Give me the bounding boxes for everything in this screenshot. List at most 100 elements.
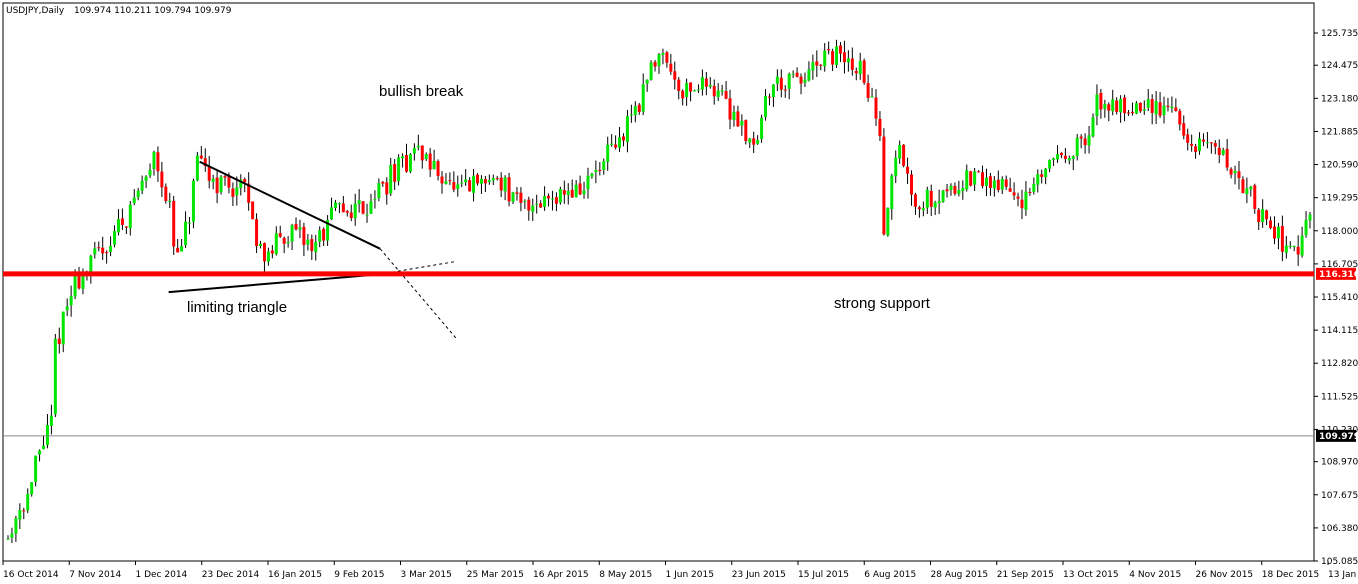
candle-bear — [902, 144, 906, 166]
triangle-upper-extension — [379, 248, 457, 339]
candle-bear — [483, 179, 487, 184]
candle-bear — [97, 247, 101, 249]
candle-bear — [996, 179, 1000, 191]
candle-bull — [1024, 191, 1028, 210]
candle-bull — [961, 187, 965, 192]
candle-bear — [929, 190, 933, 207]
candle-bear — [527, 199, 531, 211]
candle-bear — [164, 186, 168, 201]
candle-bear — [673, 71, 677, 80]
candle-bear — [1150, 99, 1154, 113]
candle-bear — [345, 210, 349, 213]
candle-bull — [594, 169, 598, 173]
candle-bull — [128, 204, 132, 229]
candle-bear — [752, 138, 756, 145]
candle-bear — [838, 45, 842, 54]
support-price-label: 116.316 — [1319, 270, 1358, 280]
candle-bear — [1004, 179, 1008, 187]
candle-bull — [195, 155, 199, 181]
x-tick-label: 7 Nov 2014 — [69, 570, 121, 580]
x-tick-label: 28 Aug 2015 — [931, 570, 989, 580]
candle-bull — [957, 190, 961, 195]
x-tick-label: 26 Nov 2015 — [1196, 570, 1254, 580]
candle-bull — [661, 53, 665, 56]
candle-bear — [393, 164, 397, 182]
candle-bull — [444, 181, 448, 184]
candle-bear — [795, 72, 799, 77]
candle-bear — [251, 201, 255, 220]
candle-bear — [1217, 147, 1221, 156]
candle-bear — [677, 79, 681, 91]
candle-bear — [160, 171, 164, 188]
candle-bull — [708, 85, 712, 87]
chart-symbol-label: USDJPY,Daily — [6, 6, 65, 16]
candle-bear — [476, 174, 480, 184]
candle-bear — [850, 58, 854, 70]
candle-bear — [1099, 92, 1103, 110]
candle-bear — [621, 136, 625, 141]
candle-bear — [1213, 142, 1217, 147]
candle-bear — [247, 183, 251, 203]
candle-bull — [1261, 208, 1265, 223]
candle-bull — [180, 246, 184, 252]
candle-bear — [302, 226, 306, 245]
candle-bear — [101, 247, 105, 254]
candle-bull — [140, 180, 144, 191]
candle-bear — [1166, 105, 1170, 108]
y-tick-label: 106.380 — [1321, 524, 1358, 534]
candle-bull — [984, 177, 988, 186]
candle-bear — [1115, 100, 1119, 112]
candle-bull — [259, 243, 263, 247]
x-tick-label: 16 Jan 2015 — [268, 570, 322, 580]
candle-bull — [318, 230, 322, 242]
candle-bull — [93, 248, 97, 255]
candle-bear — [349, 212, 353, 219]
candle-bull — [365, 214, 369, 216]
candle-bull — [586, 175, 590, 190]
candle-bull — [487, 180, 491, 182]
candle-bull — [645, 79, 649, 84]
candle-bull — [775, 76, 779, 84]
candle-bear — [519, 192, 523, 203]
candle-bull — [479, 178, 483, 184]
candle-bear — [361, 201, 365, 214]
candle-bull — [558, 188, 562, 203]
candle-bear — [783, 89, 787, 91]
candle-bull — [1146, 99, 1150, 108]
candle-bull — [886, 207, 890, 236]
candle-bull — [543, 196, 547, 207]
price-levels: 116.316 109.979 — [3, 267, 1358, 442]
candle-bear — [988, 176, 992, 188]
candle-bull — [937, 201, 941, 204]
candle-bull — [803, 79, 807, 83]
candle-bull — [408, 154, 412, 172]
candle-bear — [728, 98, 732, 120]
candle-bull — [1198, 138, 1202, 151]
candle-bear — [448, 180, 452, 182]
candle-bear — [1280, 226, 1284, 252]
candle-bear — [428, 153, 432, 170]
candle-bull — [566, 191, 570, 196]
candle-bull — [460, 182, 464, 184]
candle-bear — [854, 71, 858, 74]
candle-bull — [649, 62, 653, 80]
candle-bear — [1265, 210, 1269, 220]
candle-bull — [590, 173, 594, 177]
candle-bull — [42, 445, 46, 450]
candle-bull — [333, 202, 337, 208]
y-axis: 125.735 124.475 123.180 121.885 120.590 119.2… — [1314, 29, 1358, 567]
candle-bear — [255, 219, 259, 247]
candle-bear — [1257, 209, 1261, 223]
candle-bear — [1016, 196, 1020, 199]
x-tick-label: 3 Mar 2015 — [401, 570, 452, 580]
candle-bull — [266, 251, 270, 262]
x-axis: 16 Oct 2014 7 Nov 2014 1 Dec 2014 23 Dec 20… — [2, 561, 1358, 580]
candle-bull — [748, 138, 752, 143]
candle-bull — [10, 533, 14, 538]
y-tick-label: 124.475 — [1321, 61, 1358, 71]
candle-bear — [1130, 111, 1134, 114]
candle-bear — [736, 111, 740, 127]
candle-bull — [191, 180, 195, 222]
candle-bear — [420, 145, 424, 161]
candle-bull — [1308, 214, 1312, 221]
